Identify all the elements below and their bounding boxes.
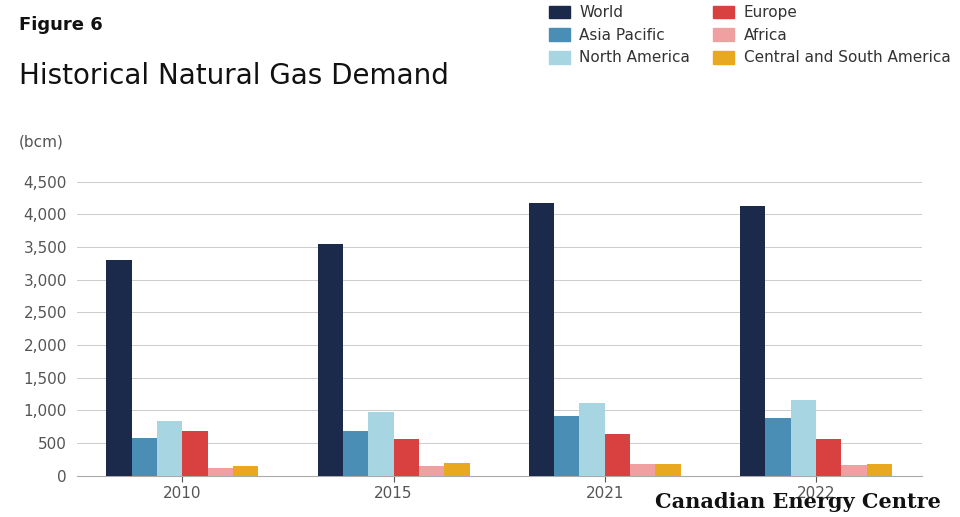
Bar — [207, 468, 233, 476]
Bar — [318, 245, 343, 476]
Bar — [656, 464, 681, 476]
Bar — [444, 463, 469, 476]
Bar — [343, 431, 369, 476]
Bar — [182, 431, 207, 476]
Bar — [791, 400, 816, 476]
Bar — [765, 418, 791, 476]
Text: Historical Natural Gas Demand: Historical Natural Gas Demand — [19, 62, 449, 90]
Bar — [841, 465, 867, 476]
Bar — [132, 438, 157, 476]
Bar — [867, 464, 892, 476]
Bar — [233, 465, 258, 476]
Bar — [529, 203, 554, 476]
Bar — [605, 434, 630, 476]
Text: Canadian Energy Centre: Canadian Energy Centre — [655, 492, 941, 512]
Text: Figure 6: Figure 6 — [19, 16, 103, 34]
Bar — [580, 403, 605, 476]
Text: (bcm): (bcm) — [19, 134, 64, 149]
Legend: World, Asia Pacific, North America, Europe, Africa, Central and South America: World, Asia Pacific, North America, Euro… — [549, 5, 950, 66]
Bar — [369, 412, 394, 476]
Bar — [554, 416, 580, 476]
Bar — [630, 464, 656, 476]
Bar — [107, 260, 132, 476]
Bar — [419, 466, 444, 476]
Bar — [157, 421, 182, 476]
Bar — [740, 206, 765, 476]
Bar — [394, 439, 419, 476]
Bar — [816, 439, 841, 476]
